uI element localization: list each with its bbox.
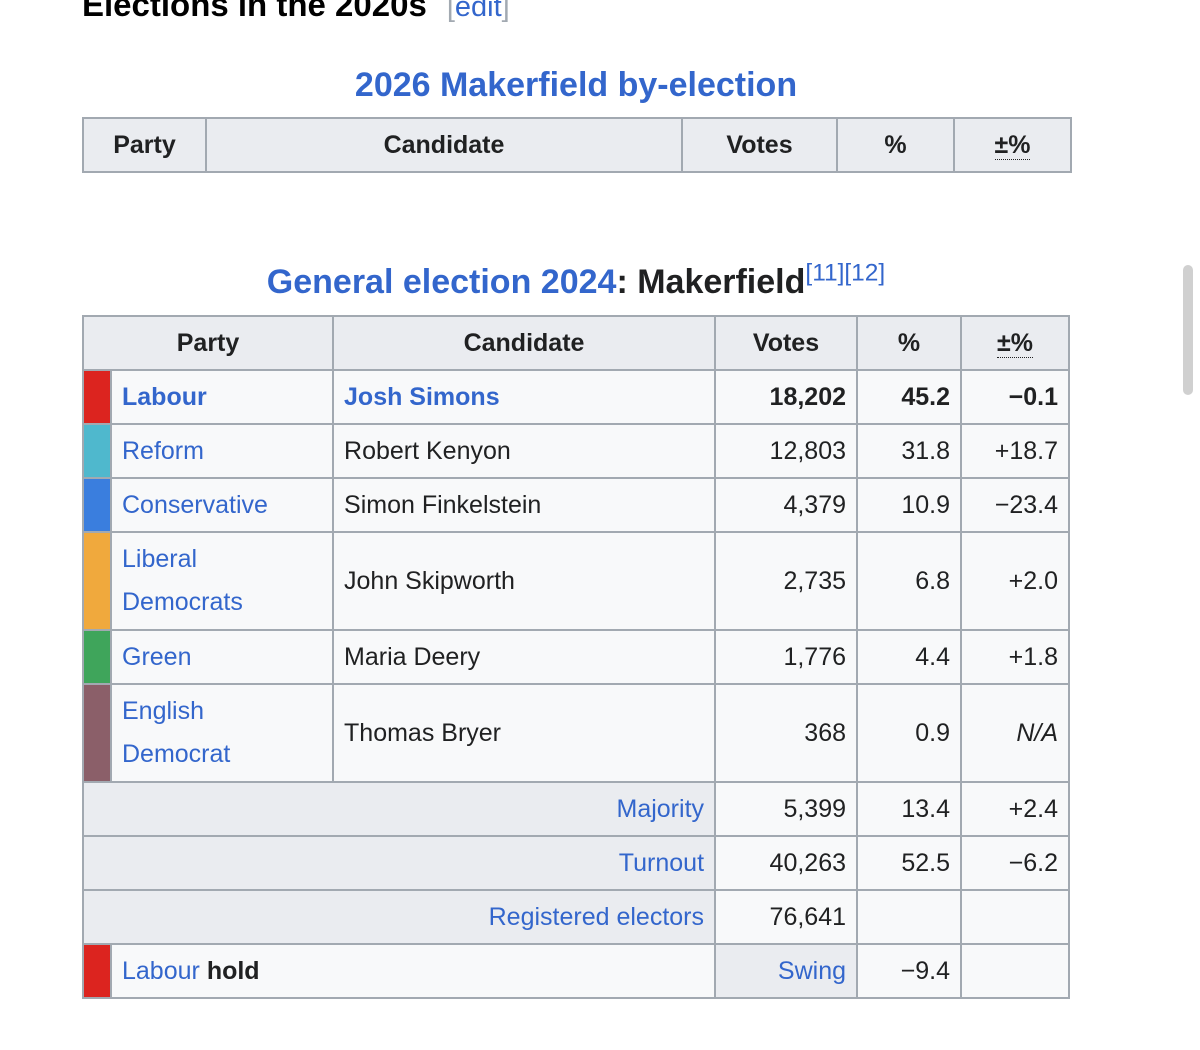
percent-cell: 52.5 [856,835,963,891]
change-cell: −0.1 [960,369,1071,425]
candidate-cell: Maria Deery [332,629,717,685]
col-candidate: Candidate [332,315,717,371]
votes-cell: 40,263 [714,835,859,891]
party-name-line: Democrat [122,740,231,768]
candidate-cell: Robert Kenyon [332,423,717,479]
percent-cell: 6.8 [856,531,963,631]
change-cell: +2.4 [960,781,1071,837]
byelection-caption[interactable]: 2026 Makerfield by-election [354,66,798,104]
table-header-row: Party Candidate Votes % ±% [82,117,1072,173]
party-color-swatch [82,683,112,783]
electors-row: Registered electors 76,641 [81,889,1071,945]
party-link[interactable]: Reform [122,436,204,465]
col-percent: % [836,117,955,173]
col-percent: % [856,315,963,371]
votes-cell: 368 [714,683,859,783]
change-cell: +18.7 [960,423,1071,479]
party-color-swatch [82,369,112,425]
percent-cell: 31.8 [856,423,963,479]
party-link[interactable]: Labour [122,956,200,985]
change-abbr: ±% [994,130,1031,160]
change-cell: +2.0 [960,531,1071,631]
edit-link[interactable]: edit [454,0,502,23]
general-caption: General election 2024: Makerfield[11][12… [82,259,1070,302]
party-name-line: English [122,697,204,725]
table-row: Labour Josh Simons 18,202 45.2 −0.1 [82,369,1071,425]
party-link[interactable]: Green [122,642,192,671]
table-header-row: Party Candidate Votes % ±% [81,315,1071,371]
section-heading: Elections in the 2020s [edit] [82,0,510,24]
change-abbr: ±% [997,328,1033,358]
majority-link[interactable]: Majority [616,794,705,823]
table-row: Liberal Democrats John Skipworth 2,735 6.… [82,531,1071,631]
swing-value: −9.4 [856,943,963,999]
party-color-swatch [82,423,112,479]
section-title: Elections in the 2020s [82,0,427,23]
table-row: Conservative Simon Finkelstein 4,379 10.… [82,477,1071,533]
empty-cell [856,889,963,945]
change-cell: −6.2 [960,835,1071,891]
table-row: Green Maria Deery 1,776 4.4 +1.8 [82,629,1071,685]
table-row: Reform Robert Kenyon 12,803 31.8 +18.7 [82,423,1071,479]
col-change: ±% [960,315,1071,371]
candidate-cell: Simon Finkelstein [332,477,717,533]
col-candidate: Candidate [205,117,683,173]
votes-cell: 2,735 [714,531,859,631]
percent-cell: 4.4 [856,629,963,685]
turnout-link[interactable]: Turnout [618,848,705,877]
party-color-swatch [82,943,112,999]
party-color-swatch [82,531,112,631]
votes-cell: 18,202 [714,369,859,425]
general-election-link[interactable]: General election 2024 [266,263,617,301]
party-link[interactable]: Labour [122,382,207,411]
col-votes: Votes [714,315,859,371]
reference-links[interactable]: [11][12] [805,259,886,287]
votes-cell: 1,776 [714,629,859,685]
votes-cell: 5,399 [714,781,859,837]
party-name-line: Democrats [122,588,243,616]
percent-cell: 45.2 [856,369,963,425]
registered-electors-link[interactable]: Registered electors [488,902,705,931]
edit-bracket-open: [ [446,0,455,23]
percent-cell: 10.9 [856,477,963,533]
percent-cell: 13.4 [856,781,963,837]
percent-cell: 0.9 [856,683,963,783]
candidate-link[interactable]: Josh Simons [332,369,717,425]
edit-bracket-close: ] [501,0,510,23]
empty-cell [960,889,1071,945]
swing-link[interactable]: Swing [777,956,847,985]
col-votes: Votes [681,117,838,173]
change-cell: +1.8 [960,629,1071,685]
col-party: Party [81,315,335,371]
byelection-table: Party Candidate Votes % ±% [82,117,1072,173]
party-name-line: Liberal [122,545,198,573]
hold-row: Labour hold Swing −9.4 [82,943,1071,999]
party-color-swatch [82,629,112,685]
candidate-cell: John Skipworth [332,531,717,631]
col-party: Party [82,117,207,173]
col-change: ±% [953,117,1072,173]
table-row: English Democrat Thomas Bryer 368 0.9 N/A [82,683,1071,783]
results-table: Party Candidate Votes % ±% Labour Josh S… [81,315,1071,999]
candidate-cell: Thomas Bryer [332,683,717,783]
majority-row: Majority 5,399 13.4 +2.4 [81,781,1071,837]
party-color-swatch [82,477,112,533]
votes-cell: 76,641 [714,889,859,945]
scrollbar-thumb[interactable] [1183,265,1193,395]
party-link[interactable]: English Democrat [122,697,230,768]
votes-cell: 4,379 [714,477,859,533]
change-cell: N/A [960,683,1071,783]
party-link[interactable]: Liberal Democrats [122,545,243,616]
change-cell: −23.4 [960,477,1071,533]
empty-cell [960,943,1071,999]
constituency-name: : Makerfield [616,263,806,301]
party-link[interactable]: Conservative [122,490,268,519]
turnout-row: Turnout 40,263 52.5 −6.2 [81,835,1071,891]
edit-section: [edit] [447,0,510,23]
votes-cell: 12,803 [714,423,859,479]
hold-label: hold [206,956,260,985]
